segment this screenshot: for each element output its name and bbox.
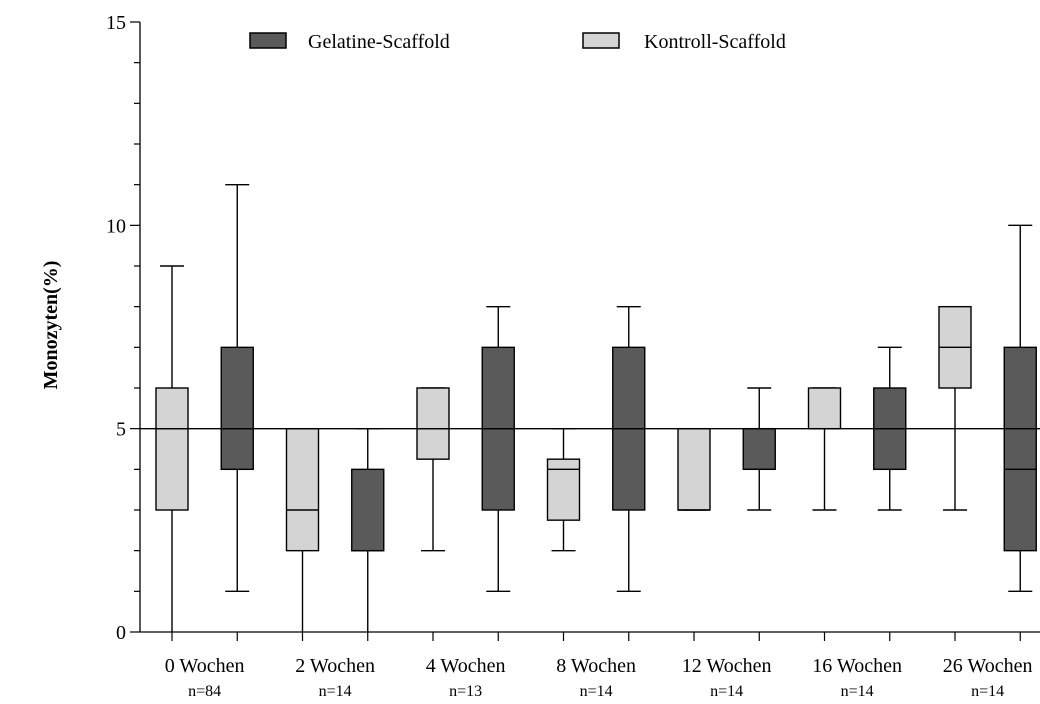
sample-size-label: n=14	[580, 683, 613, 700]
x-tick-label: 16 Wochen	[812, 655, 902, 677]
box-kontroll-scaffold	[546, 458, 581, 521]
box-gelatine-scaffold	[351, 468, 385, 552]
box-kontroll-scaffold	[155, 387, 189, 511]
box-kontroll-scaffold	[677, 427, 711, 511]
x-tick-label: 26 Wochen	[943, 655, 1033, 677]
y-tick-label: 0	[116, 622, 126, 644]
x-tick-label: 4 Wochen	[426, 655, 506, 677]
sample-size-label: n=14	[710, 683, 743, 700]
legend-label-kontroll: Kontroll-Scaffold	[644, 31, 786, 53]
sample-size-label: n=14	[319, 683, 352, 700]
sample-size-label: n=14	[971, 683, 1004, 700]
box-gelatine-scaffold	[220, 346, 254, 471]
sample-size-label: n=84	[188, 683, 221, 700]
x-tick-label: 2 Wochen	[295, 655, 375, 677]
x-tick-label: 8 Wochen	[556, 655, 636, 677]
y-axis-label: Monozyten(%)	[40, 261, 62, 390]
box-gelatine-scaffold	[1003, 346, 1037, 552]
x-tick-label: 12 Wochen	[682, 655, 772, 677]
legend-swatch-gelatine	[249, 32, 287, 49]
box-gelatine-scaffold	[742, 427, 776, 471]
box-kontroll-scaffold	[416, 387, 450, 460]
sample-size-label: n=14	[841, 683, 874, 700]
box-kontroll-scaffold	[285, 427, 320, 552]
y-tick-label: 15	[106, 12, 126, 34]
legend: Gelatine-Scaffold Kontroll-Scaffold	[249, 31, 786, 53]
x-tick-label: 0 Wochen	[165, 655, 245, 677]
sample-size-label: n=13	[449, 683, 482, 700]
plot-area: 0 5 10 15 0 Wochen n=84 2 Wochen n=14 4 Wochen n=…	[106, 12, 1040, 700]
box-kontroll-scaffold	[807, 387, 842, 430]
legend-swatch-kontroll	[582, 32, 620, 49]
y-tick-label: 5	[116, 419, 126, 441]
legend-label-gelatine: Gelatine-Scaffold	[308, 31, 450, 53]
y-tick-label: 10	[106, 215, 126, 237]
